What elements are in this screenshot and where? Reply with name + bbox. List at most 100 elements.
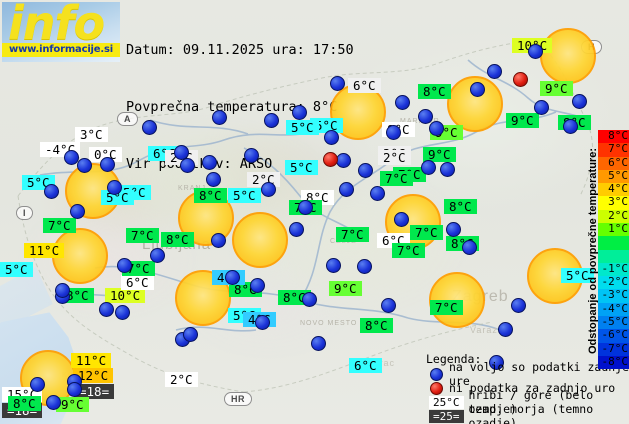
temperature-chip[interactable]: 7°C: [43, 218, 76, 233]
station-marker[interactable]: [225, 270, 240, 285]
station-marker[interactable]: [446, 222, 461, 237]
station-marker[interactable]: [183, 327, 198, 342]
temperature-chip[interactable]: 8°C: [360, 318, 393, 333]
station-marker[interactable]: [418, 109, 433, 124]
station-marker[interactable]: [244, 148, 259, 163]
temperature-chip[interactable]: 8°C: [418, 84, 451, 99]
station-marker[interactable]: [77, 158, 92, 173]
station-marker[interactable]: [117, 258, 132, 273]
station-marker[interactable]: [292, 105, 307, 120]
temperature-chip[interactable]: 7°C: [392, 243, 425, 258]
temperature-chip[interactable]: 8°C: [194, 188, 227, 203]
temperature-chip[interactable]: 12°C: [73, 368, 114, 383]
station-marker[interactable]: [357, 259, 372, 274]
temperature-chip[interactable]: 5°C: [286, 120, 319, 135]
temperature-chip[interactable]: 7°C: [380, 171, 413, 186]
station-marker[interactable]: [326, 258, 341, 273]
station-marker[interactable]: [395, 95, 410, 110]
temperature-chip[interactable]: 2°C: [378, 150, 411, 165]
temperature-chip[interactable]: 2°C: [165, 372, 198, 387]
sea-temperature-chip[interactable]: =18=: [74, 384, 115, 399]
station-marker[interactable]: [250, 278, 265, 293]
station-marker[interactable]: [534, 100, 549, 115]
station-marker[interactable]: [289, 222, 304, 237]
temperature-chip[interactable]: 8°C: [161, 232, 194, 247]
station-marker[interactable]: [528, 44, 543, 59]
country-code-badge: HR: [224, 392, 252, 406]
legend-swatch: =25=: [429, 409, 464, 423]
station-marker-no-data[interactable]: [513, 72, 528, 87]
temperature-chip[interactable]: 8°C: [444, 199, 477, 214]
station-marker[interactable]: [64, 150, 79, 165]
station-marker[interactable]: [440, 162, 455, 177]
temperature-chip[interactable]: 6°C: [348, 78, 381, 93]
station-marker[interactable]: [46, 395, 61, 410]
legend-item-label: na voljo so podatki zadnje ure: [449, 360, 629, 388]
temperature-chip[interactable]: 7°C: [126, 228, 159, 243]
temperature-chip[interactable]: 7°C: [336, 227, 369, 242]
station-marker[interactable]: [370, 186, 385, 201]
temperature-chip[interactable]: 7°C: [410, 225, 443, 240]
temperature-chip[interactable]: 9°C: [540, 81, 573, 96]
station-marker[interactable]: [429, 121, 444, 136]
station-marker[interactable]: [302, 292, 317, 307]
station-marker[interactable]: [324, 130, 339, 145]
temperature-chip[interactable]: 6°C: [349, 358, 382, 373]
station-marker[interactable]: [358, 163, 373, 178]
station-marker[interactable]: [421, 160, 436, 175]
station-marker[interactable]: [211, 233, 226, 248]
temperature-chip[interactable]: 6°C: [121, 275, 154, 290]
station-marker[interactable]: [100, 157, 115, 172]
station-marker[interactable]: [563, 119, 578, 134]
temperature-chip[interactable]: 9°C: [329, 281, 362, 296]
site-logo[interactable]: info www.informacije.si: [2, 2, 120, 62]
station-marker[interactable]: [487, 64, 502, 79]
station-marker[interactable]: [572, 94, 587, 109]
station-marker[interactable]: [67, 382, 82, 397]
station-marker[interactable]: [298, 200, 313, 215]
station-marker[interactable]: [386, 125, 401, 140]
station-marker[interactable]: [30, 377, 45, 392]
temperature-chip[interactable]: 11°C: [24, 243, 65, 258]
station-marker[interactable]: [462, 240, 477, 255]
station-marker[interactable]: [70, 204, 85, 219]
station-marker[interactable]: [511, 298, 526, 313]
station-marker[interactable]: [264, 113, 279, 128]
station-marker[interactable]: [336, 153, 351, 168]
temperature-chip[interactable]: 11°C: [71, 353, 112, 368]
temperature-chip[interactable]: 5°C: [561, 268, 594, 283]
temperature-chip[interactable]: 7°C: [430, 300, 463, 315]
temperature-chip[interactable]: 10°C: [105, 288, 146, 303]
station-marker[interactable]: [142, 120, 157, 135]
station-marker[interactable]: [311, 336, 326, 351]
station-marker[interactable]: [55, 283, 70, 298]
station-marker[interactable]: [44, 184, 59, 199]
temperature-chip[interactable]: 5°C: [228, 188, 261, 203]
station-marker[interactable]: [339, 182, 354, 197]
station-marker[interactable]: [99, 302, 114, 317]
temperature-chip[interactable]: 5°C: [285, 160, 318, 175]
station-marker-no-data[interactable]: [323, 152, 338, 167]
station-marker[interactable]: [107, 180, 122, 195]
station-marker[interactable]: [115, 305, 130, 320]
station-marker[interactable]: [206, 172, 221, 187]
temperature-chip[interactable]: 3°C: [75, 127, 108, 142]
station-marker[interactable]: [180, 158, 195, 173]
temperature-chip[interactable]: 9°C: [56, 397, 89, 412]
station-marker[interactable]: [470, 82, 485, 97]
station-marker[interactable]: [394, 212, 409, 227]
station-marker[interactable]: [381, 298, 396, 313]
station-marker[interactable]: [261, 182, 276, 197]
temperature-chip[interactable]: 8°C: [8, 396, 41, 411]
station-marker[interactable]: [498, 322, 513, 337]
temperature-chip[interactable]: 9°C: [506, 113, 539, 128]
station-marker[interactable]: [202, 155, 217, 170]
station-marker[interactable]: [489, 355, 504, 370]
station-marker[interactable]: [330, 76, 345, 91]
station-marker[interactable]: [150, 248, 165, 263]
station-marker[interactable]: [255, 315, 270, 330]
temperature-chip[interactable]: 5°C: [0, 262, 33, 277]
station-marker[interactable]: [212, 110, 227, 125]
temperature-chip[interactable]: 9°C: [423, 147, 456, 162]
